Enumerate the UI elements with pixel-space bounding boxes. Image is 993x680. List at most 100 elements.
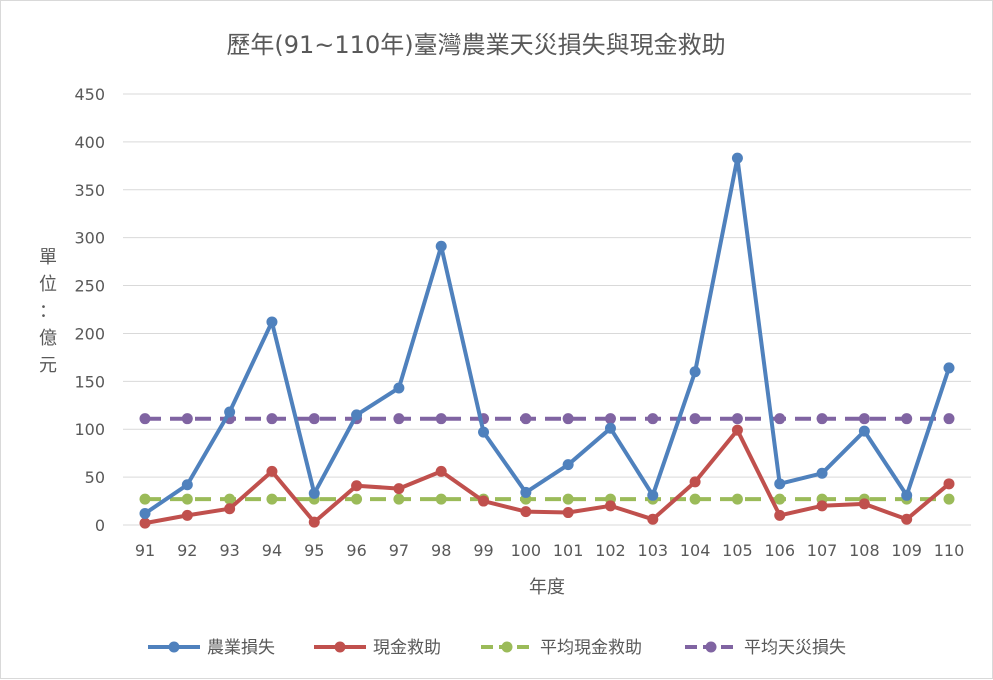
data-point <box>266 465 278 477</box>
data-point <box>520 506 532 518</box>
data-point <box>181 493 193 505</box>
data-point <box>774 509 786 521</box>
data-point <box>647 513 659 525</box>
x-axis-title: 年度 <box>529 577 565 598</box>
data-point <box>181 509 193 521</box>
data-point <box>435 465 447 477</box>
data-point <box>351 409 363 421</box>
x-tick-label: 107 <box>807 541 838 560</box>
data-point <box>901 513 913 525</box>
data-point <box>774 413 786 425</box>
data-point <box>181 479 193 491</box>
legend-marker <box>705 641 717 653</box>
y-tick-label: 400 <box>74 133 105 152</box>
data-point <box>858 413 870 425</box>
data-point <box>266 493 278 505</box>
series-line <box>144 428 951 526</box>
data-point <box>562 493 574 505</box>
y-tick-label: 450 <box>74 85 105 104</box>
data-point <box>816 467 828 479</box>
y-tick-label: 50 <box>85 468 105 487</box>
data-point <box>435 413 447 425</box>
x-tick-label: 110 <box>934 541 965 560</box>
x-axis-ticks: 91 92 93 94 95 96 97 98 99 100 101 102 103 104 105 106 1… <box>135 541 964 560</box>
data-point <box>562 507 574 519</box>
data-point <box>139 493 151 505</box>
legend-label: 農業損失 <box>207 638 275 658</box>
series-layer <box>139 152 955 529</box>
x-tick-label: 96 <box>346 541 366 560</box>
legend-marker <box>168 641 180 653</box>
x-tick-label: 102 <box>595 541 626 560</box>
x-tick-label: 101 <box>553 541 584 560</box>
y-tick-label: 300 <box>74 229 105 248</box>
data-point <box>478 426 490 438</box>
x-tick-label: 99 <box>473 541 493 560</box>
x-tick-label: 93 <box>219 541 239 560</box>
data-point <box>266 316 278 328</box>
data-point <box>562 413 574 425</box>
y-tick-label: 250 <box>74 277 105 296</box>
x-tick-label: 104 <box>680 541 711 560</box>
data-point <box>816 413 828 425</box>
series-2 <box>139 424 955 529</box>
x-tick-label: 106 <box>764 541 795 560</box>
gridlines <box>123 93 971 526</box>
data-point <box>647 489 659 501</box>
y-tick-label: 150 <box>74 372 105 391</box>
x-tick-label: 98 <box>431 541 451 560</box>
legend-label: 平均天災損失 <box>744 638 846 658</box>
data-point <box>731 493 743 505</box>
data-point <box>139 517 151 529</box>
data-point <box>689 413 701 425</box>
data-point <box>943 493 955 505</box>
x-tick-label: 108 <box>849 541 880 560</box>
legend: 農業損失 現金救助 平均現金救助 平均天災損失 <box>148 638 846 658</box>
data-point <box>647 413 659 425</box>
x-tick-label: 94 <box>262 541 282 560</box>
data-point <box>139 508 151 520</box>
series-line <box>143 156 951 516</box>
x-tick-label: 103 <box>638 541 669 560</box>
legend-item: 平均現金救助 <box>481 638 642 658</box>
data-point <box>774 493 786 505</box>
data-point <box>308 516 320 528</box>
legend-item: 現金救助 <box>314 638 441 658</box>
data-point <box>689 366 701 378</box>
data-point <box>224 493 236 505</box>
data-point <box>901 489 913 501</box>
y-axis-title: 單位：億元 <box>39 247 57 376</box>
data-point <box>435 493 447 505</box>
legend-marker <box>501 641 513 653</box>
data-point <box>435 240 447 252</box>
x-tick-label: 109 <box>891 541 922 560</box>
legend-marker <box>334 641 346 653</box>
data-point <box>604 500 616 512</box>
data-point <box>224 503 236 515</box>
data-point <box>393 483 405 495</box>
data-point <box>224 406 236 418</box>
series-1 <box>139 152 955 520</box>
data-point <box>520 413 532 425</box>
data-point <box>689 476 701 488</box>
data-point <box>393 493 405 505</box>
legend-label: 平均現金救助 <box>540 638 642 658</box>
data-point <box>943 413 955 425</box>
data-point <box>943 362 955 374</box>
x-tick-label: 100 <box>511 541 542 560</box>
legend-label: 現金救助 <box>373 638 441 658</box>
data-point <box>731 424 743 436</box>
y-tick-label: 350 <box>74 181 105 200</box>
x-tick-label: 105 <box>722 541 753 560</box>
data-point <box>858 425 870 437</box>
data-point <box>774 478 786 490</box>
y-axis-ticks: 0 50 100 150 200 250 300 350 400 450 <box>74 85 105 535</box>
x-tick-label: 95 <box>304 541 324 560</box>
x-tick-label: 92 <box>177 541 197 560</box>
series-4 <box>139 413 955 425</box>
data-point <box>393 382 405 394</box>
y-tick-label: 100 <box>74 420 105 439</box>
x-tick-label: 91 <box>135 541 155 560</box>
data-point <box>604 422 616 434</box>
